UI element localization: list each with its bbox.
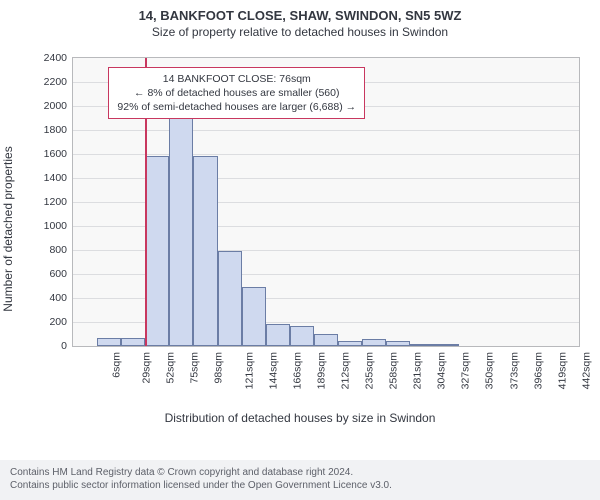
plot-area: 0200400600800100012001400160018002000220… [72, 57, 580, 347]
annotation-line: ← 8% of detached houses are smaller (560… [117, 86, 356, 100]
x-tick-label: 373sqm [508, 352, 520, 389]
y-axis-label: Number of detached properties [1, 146, 15, 311]
x-tick-label: 98sqm [213, 352, 225, 384]
x-tick-label: 29sqm [141, 352, 153, 384]
x-tick-label: 327sqm [460, 352, 472, 389]
gridline [73, 130, 579, 131]
histogram-bar [434, 344, 458, 346]
x-tick-label: 396sqm [532, 352, 544, 389]
gridline [73, 154, 579, 155]
histogram-bar [410, 344, 434, 346]
annotation-line: 92% of semi-detached houses are larger (… [117, 100, 356, 114]
histogram-bar [386, 341, 410, 346]
x-tick-label: 304sqm [436, 352, 448, 389]
title-main: 14, BANKFOOT CLOSE, SHAW, SWINDON, SN5 5… [14, 8, 586, 23]
histogram-bar [218, 251, 242, 346]
histogram-bar [266, 324, 290, 346]
y-tick-label: 1600 [44, 148, 67, 160]
y-tick-label: 1200 [44, 196, 67, 208]
histogram-bar [242, 287, 266, 346]
x-tick-label: 52sqm [165, 352, 177, 384]
y-tick-label: 1800 [44, 124, 67, 136]
histogram-bar [121, 338, 145, 346]
x-tick-label: 442sqm [580, 352, 592, 389]
y-tick-label: 1000 [44, 220, 67, 232]
x-tick-label: 121sqm [243, 352, 255, 389]
x-tick-label: 350sqm [484, 352, 496, 389]
y-tick-label: 800 [49, 244, 67, 256]
annotation-line: 14 BANKFOOT CLOSE: 76sqm [117, 72, 356, 86]
histogram-bar [290, 326, 314, 346]
attribution-footer: Contains HM Land Registry data © Crown c… [0, 460, 600, 500]
chart-figure: 14, BANKFOOT CLOSE, SHAW, SWINDON, SN5 5… [0, 0, 600, 500]
y-tick-label: 2400 [44, 52, 67, 64]
annotation-box: 14 BANKFOOT CLOSE: 76sqm← 8% of detached… [108, 67, 365, 120]
x-tick-label: 281sqm [412, 352, 424, 389]
y-tick-label: 600 [49, 268, 67, 280]
histogram-bar [193, 156, 217, 346]
x-axis-label: Distribution of detached houses by size … [14, 411, 586, 425]
chart-area: Number of detached properties 0200400600… [14, 49, 586, 409]
histogram-bar [362, 339, 386, 346]
histogram-bar [169, 84, 193, 346]
histogram-bar [97, 338, 121, 346]
y-tick-label: 400 [49, 292, 67, 304]
histogram-bar [338, 341, 362, 346]
histogram-bar [145, 156, 169, 346]
x-tick-label: 189sqm [315, 352, 327, 389]
x-tick-label: 235sqm [363, 352, 375, 389]
x-tick-label: 258sqm [387, 352, 399, 389]
footer-line-2: Contains public sector information licen… [10, 479, 590, 492]
title-sub: Size of property relative to detached ho… [14, 25, 586, 39]
footer-line-1: Contains HM Land Registry data © Crown c… [10, 466, 590, 479]
y-tick-label: 200 [49, 316, 67, 328]
y-tick-label: 2000 [44, 100, 67, 112]
x-tick-label: 75sqm [189, 352, 201, 384]
x-tick-label: 6sqm [111, 352, 123, 378]
y-tick-label: 1400 [44, 172, 67, 184]
histogram-bar [314, 334, 338, 346]
y-tick-label: 0 [61, 340, 67, 352]
x-tick-label: 166sqm [291, 352, 303, 389]
y-tick-label: 2200 [44, 76, 67, 88]
x-tick-label: 212sqm [339, 352, 351, 389]
x-tick-label: 144sqm [267, 352, 279, 389]
x-tick-label: 419sqm [556, 352, 568, 389]
